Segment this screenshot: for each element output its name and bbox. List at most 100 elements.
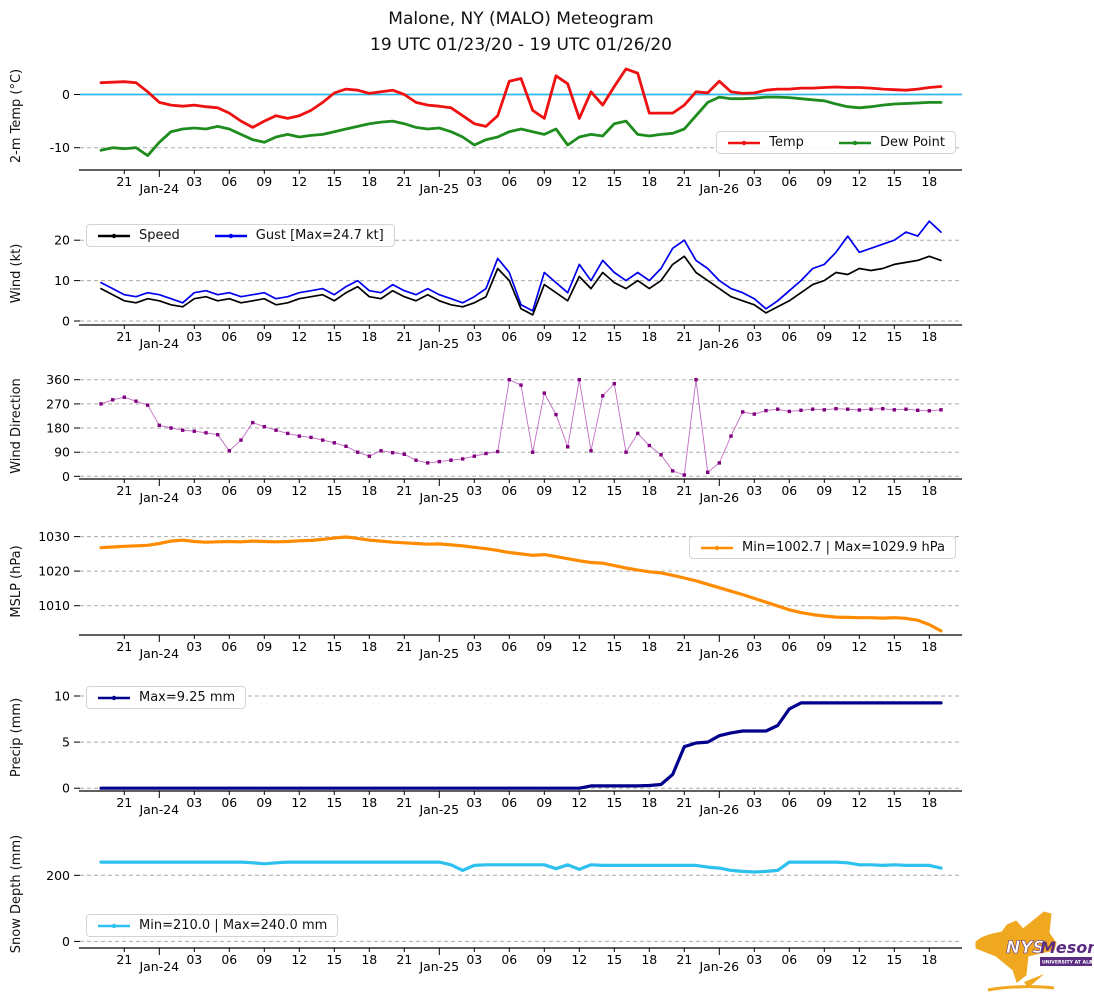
wdir-xtick-label: 15 [606,483,622,498]
wdir-xtick-label: 18 [641,483,657,498]
temp-ytick-label: -10 [50,140,70,155]
wind-xtick-label: 09 [536,329,552,344]
wdir-xtick-label: 06 [501,483,517,498]
temp-xtick-label: 15 [606,174,622,189]
wind-xtick-label: 21 [676,329,692,344]
precip-panel: 10 5 0 21 Jan-24 03 06 09 12 15 18 21 Jan-25 03 06 09 12… [9,689,962,817]
temp-xtick-label: 12 [851,174,867,189]
mslp-ytick-label: 1010 [38,598,70,613]
snow-xtick-label: Jan-26 [698,959,739,974]
temp-xtick-label: 12 [291,174,307,189]
wind-xtick-label: 06 [221,329,237,344]
precip-xtick-label: 06 [221,795,237,810]
wind-xtick-label: 15 [886,329,902,344]
mslp-xtick-label: 09 [816,639,832,654]
snow-xtick-label: 09 [536,952,552,967]
wdir-ytick-label: 90 [54,445,70,460]
mslp-xtick-label: 18 [641,639,657,654]
mslp-xtick-label: 06 [501,639,517,654]
mslp-xtick-label: 12 [571,639,587,654]
wdir-xtick-label: 03 [186,483,202,498]
wind-series-gust [100,220,942,312]
temp-xtick-label: 21 [676,174,692,189]
snow-xtick-label: 03 [466,952,482,967]
snow-panel: 200 0 21 Jan-24 03 06 09 12 15 18 21 Jan-25 03 06 09 12… [9,835,962,974]
snow-ytick-label: 0 [62,934,70,949]
wdir-xtick-label: 15 [326,483,342,498]
precip-xtick-label: 15 [326,795,342,810]
temp-xtick-label: 06 [501,174,517,189]
wdir-ytick-label: 360 [46,372,70,387]
legend-label: Speed [139,228,180,243]
legend-label: Min=1002.7 | Max=1029.9 hPa [742,540,945,555]
precip-xtick-label: 09 [536,795,552,810]
snow-xtick-label: 15 [886,952,902,967]
temp-xtick-label: 09 [536,174,552,189]
temp-xtick-label: 09 [816,174,832,189]
snow-xtick-label: 03 [746,952,762,967]
temp-xtick-label: 18 [361,174,377,189]
page-title: Malone, NY (MALO) Meteogram 19 UTC 01/23… [0,6,1042,58]
legend-line-swatch [728,140,761,145]
mslp-xtick-label: 03 [186,639,202,654]
snow-xtick-label: 18 [921,952,937,967]
wind-xtick-label: 09 [256,329,272,344]
wdir-ytick-label: 270 [46,396,70,411]
wind-xtick-label: Jan-25 [418,336,459,351]
precip-ytick-label: 5 [62,735,70,750]
wdir-xtick-label: 18 [921,483,937,498]
snow-xtick-label: 21 [116,952,132,967]
precip-ylabel: Precip (mm) [9,698,24,777]
mslp-xtick-label: 21 [676,639,692,654]
legend-label: Gust [Max=24.7 kt] [255,228,384,243]
mslp-xtick-label: 06 [781,639,797,654]
wind-xtick-label: 03 [746,329,762,344]
mslp-ylabel: MSLP (hPa) [9,545,24,617]
snow-xtick-label: 18 [361,952,377,967]
snow-xtick-label: 15 [326,952,342,967]
temp-xtick-label: 18 [921,174,937,189]
mslp-xtick-label: 15 [606,639,622,654]
snow-ylabel: Snow Depth (mm) [9,835,24,953]
precip-xtick-label: 12 [851,795,867,810]
mslp-ytick-label: 1020 [38,564,70,579]
wdir-xtick-label: 15 [886,483,902,498]
wind-xtick-label: 15 [606,329,622,344]
precip-ytick-label: 10 [54,689,70,704]
wdir-series-line [100,379,942,476]
temp-xtick-label: 21 [396,174,412,189]
legend-item: Gust [Max=24.7 kt] [214,228,384,243]
mslp-xtick-label: 03 [746,639,762,654]
mslp-xtick-label: Jan-26 [698,646,739,661]
legend-line-swatch [838,140,871,145]
mslp-xtick-label: 21 [396,639,412,654]
precip-xtick-label: 09 [256,795,272,810]
wdir-xtick-label: 06 [781,483,797,498]
temp-series-dew-point [99,95,943,158]
mslp-xtick-label: Jan-24 [138,646,179,661]
wdir-xtick-label: 09 [816,483,832,498]
temp-xtick-label: 03 [186,174,202,189]
mslp-panel: 1030 1020 1010 21 Jan-24 03 06 09 12 15 18 21 Jan-25… [9,529,962,661]
wind-xtick-label: 12 [571,329,587,344]
wdir-xtick-label: 09 [256,483,272,498]
wind-ytick-label: 0 [62,314,70,329]
wind-xtick-label: 06 [781,329,797,344]
chart-title: Malone, NY (MALO) Meteogram [388,9,654,29]
precip-xtick-label: Jan-24 [138,802,179,817]
snow-xtick-label: Jan-25 [418,959,459,974]
legend-label: Temp [769,135,804,150]
wind-xtick-label: 09 [816,329,832,344]
precip-xtick-label: 03 [466,795,482,810]
wdir-xtick-label: 12 [851,483,867,498]
logo-nys-text: NYS [1006,938,1045,958]
mslp-legend: Min=1002.7 | Max=1029.9 hPa [689,536,956,559]
wind-ylabel: Wind (kt) [9,244,24,304]
wdir-xtick-label: 18 [361,483,377,498]
temp-xtick-label: 12 [571,174,587,189]
precip-xtick-label: 09 [816,795,832,810]
wind-xtick-label: 06 [501,329,517,344]
wdir-xtick-label: Jan-25 [418,490,459,505]
wind-series-speed [100,255,942,316]
mslp-xtick-label: 03 [466,639,482,654]
